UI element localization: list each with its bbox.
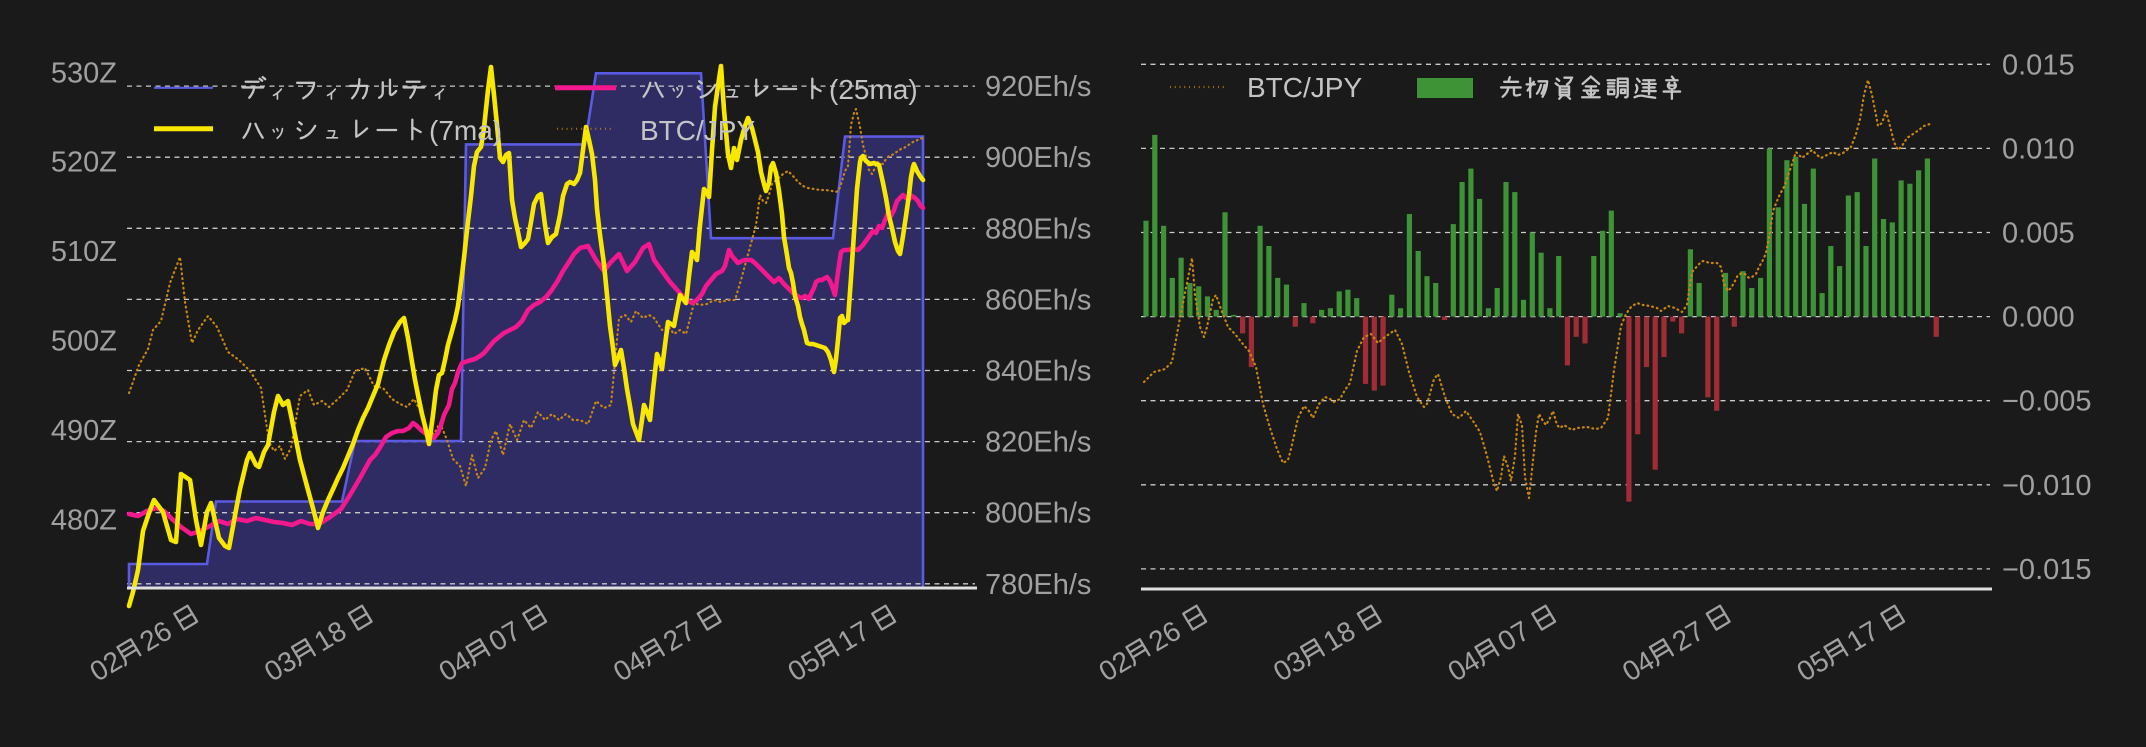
svg-text:840Eh/s: 840Eh/s: [985, 356, 1091, 388]
svg-text:480Z: 480Z: [51, 505, 117, 537]
svg-text:510Z: 510Z: [51, 236, 117, 268]
svg-text:900Eh/s: 900Eh/s: [985, 142, 1091, 174]
svg-text:−0.010: −0.010: [2002, 470, 2092, 502]
svg-text:0.000: 0.000: [2002, 302, 2075, 334]
svg-text:880Eh/s: 880Eh/s: [985, 213, 1091, 245]
svg-text:−0.005: −0.005: [2002, 386, 2092, 418]
svg-text:800Eh/s: 800Eh/s: [985, 498, 1091, 530]
svg-text:(25ma): (25ma): [829, 74, 918, 105]
svg-text:0.010: 0.010: [2002, 133, 2075, 165]
svg-text:820Eh/s: 820Eh/s: [985, 427, 1091, 459]
svg-text:490Z: 490Z: [51, 415, 117, 447]
svg-text:−0.015: −0.015: [2002, 554, 2092, 586]
svg-text:920Eh/s: 920Eh/s: [985, 71, 1091, 103]
svg-text:0.005: 0.005: [2002, 218, 2075, 250]
svg-text:780Eh/s: 780Eh/s: [985, 569, 1091, 601]
svg-text:BTC/JPY: BTC/JPY: [1247, 72, 1362, 103]
svg-text:(7ma): (7ma): [429, 115, 502, 146]
svg-text:0.015: 0.015: [2002, 49, 2075, 81]
svg-text:530Z: 530Z: [51, 57, 117, 89]
svg-text:500Z: 500Z: [51, 326, 117, 358]
svg-text:BTC/JPY: BTC/JPY: [640, 115, 755, 146]
svg-text:860Eh/s: 860Eh/s: [985, 284, 1091, 316]
svg-text:520Z: 520Z: [51, 147, 117, 179]
